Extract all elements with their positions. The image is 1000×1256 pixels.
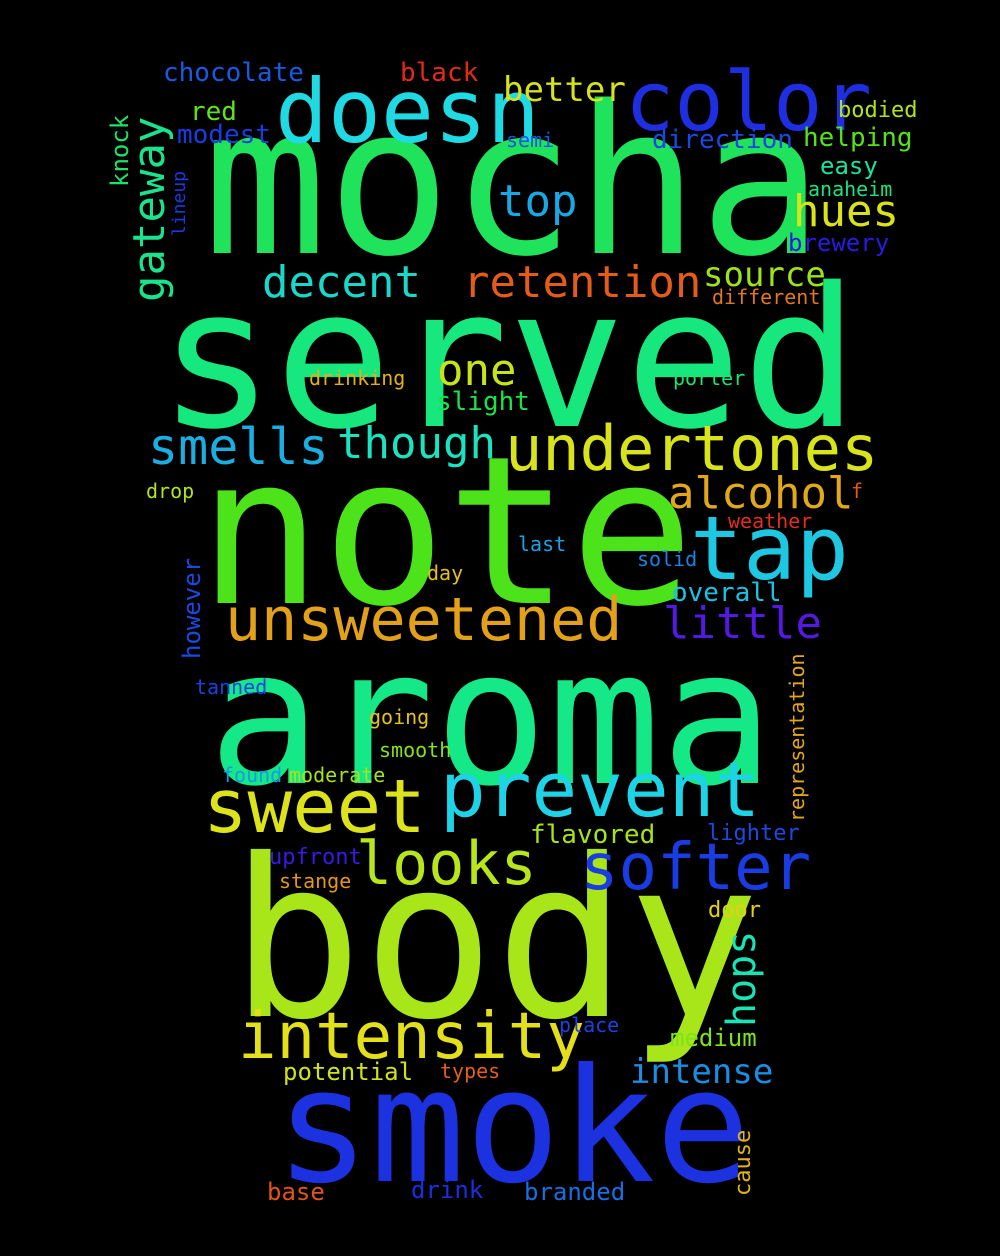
word-undertones: undertones [505, 412, 879, 485]
word-alcohol: alcohol [668, 468, 854, 519]
word-semi: semi [506, 128, 555, 152]
word-branded: branded [524, 1178, 626, 1206]
word-easy: easy [820, 152, 878, 180]
word-drinking: drinking [309, 366, 406, 390]
word-sweet: sweet [203, 764, 426, 850]
word-solid: solid [637, 547, 698, 571]
word-moderate: moderate [289, 763, 386, 787]
word-helping: helping [803, 123, 913, 153]
word-cause: cause [731, 1129, 756, 1196]
word-different: different [712, 285, 821, 309]
word-weather: weather [728, 509, 813, 533]
word-smells: smells [148, 418, 329, 476]
word-base: base [267, 1178, 325, 1206]
word-doesn: doesn [275, 60, 540, 163]
word-stange: stange [279, 869, 352, 893]
word-mocha: mocha [203, 62, 824, 302]
word-though: though [337, 418, 496, 469]
word-body: body [230, 812, 760, 1068]
word-source: source [703, 255, 826, 295]
word-intense: intense [630, 1052, 774, 1092]
word-top: top [498, 176, 578, 227]
word-gateway: gateway [124, 116, 175, 302]
word-representation: representation [785, 653, 809, 822]
word-direction: direction [652, 125, 793, 155]
word-smooth: smooth [379, 738, 452, 762]
word-served: served [158, 246, 859, 472]
word-day: day [427, 561, 464, 585]
word-overall: overall [672, 578, 782, 608]
word-tap: tap [690, 497, 849, 600]
word-decent: decent [262, 257, 421, 308]
word-hops: hops [719, 930, 765, 1027]
word-lineup: lineup [169, 170, 190, 236]
word-last: last [518, 532, 567, 556]
word-however: however [178, 557, 206, 659]
word-flavored: flavored [530, 820, 656, 850]
word-knock: knock [106, 114, 134, 187]
word-drink: drink [411, 1176, 484, 1204]
word-porter: porter [673, 366, 746, 390]
word-note: note [198, 412, 695, 652]
word-lighter: lighter [707, 821, 800, 846]
word-color: color [625, 55, 872, 150]
word-prevent: prevent [440, 745, 761, 834]
word-red: red [190, 97, 237, 127]
word-hues: hues [793, 186, 899, 237]
word-unsweetened: unsweetened [225, 585, 623, 655]
word-bodied: bodied [838, 98, 918, 123]
word-chocolate: chocolate [163, 58, 304, 88]
word-door: door [708, 898, 761, 923]
word-medium: medium [670, 1024, 757, 1052]
word-brewery: brewery [788, 229, 890, 257]
word-one: one [437, 345, 517, 396]
word-better: better [503, 70, 626, 110]
word-black: black [400, 58, 479, 88]
word-aroma: aroma [208, 609, 774, 828]
word-intensity: intensity [238, 1000, 585, 1074]
word-tanned: tanned [195, 675, 268, 699]
word-softer: softer [580, 831, 812, 905]
word-drop: drop [146, 479, 195, 503]
word-upfront: upfront [269, 845, 362, 870]
word-retention: retention [463, 257, 702, 308]
word-going: going [369, 705, 430, 729]
word-found: found [222, 763, 283, 787]
word-f: f [851, 479, 864, 503]
word-anaheim: anaheim [808, 177, 893, 201]
word-smoke: smoke [275, 1035, 751, 1219]
word-types: types [440, 1059, 501, 1083]
word-place: place [559, 1013, 620, 1037]
word-little: little [663, 598, 822, 649]
word-slight: slight [436, 387, 530, 417]
word-modest: modest [177, 120, 271, 150]
word-potential: potential [283, 1058, 414, 1086]
word-looks: looks [356, 829, 537, 899]
